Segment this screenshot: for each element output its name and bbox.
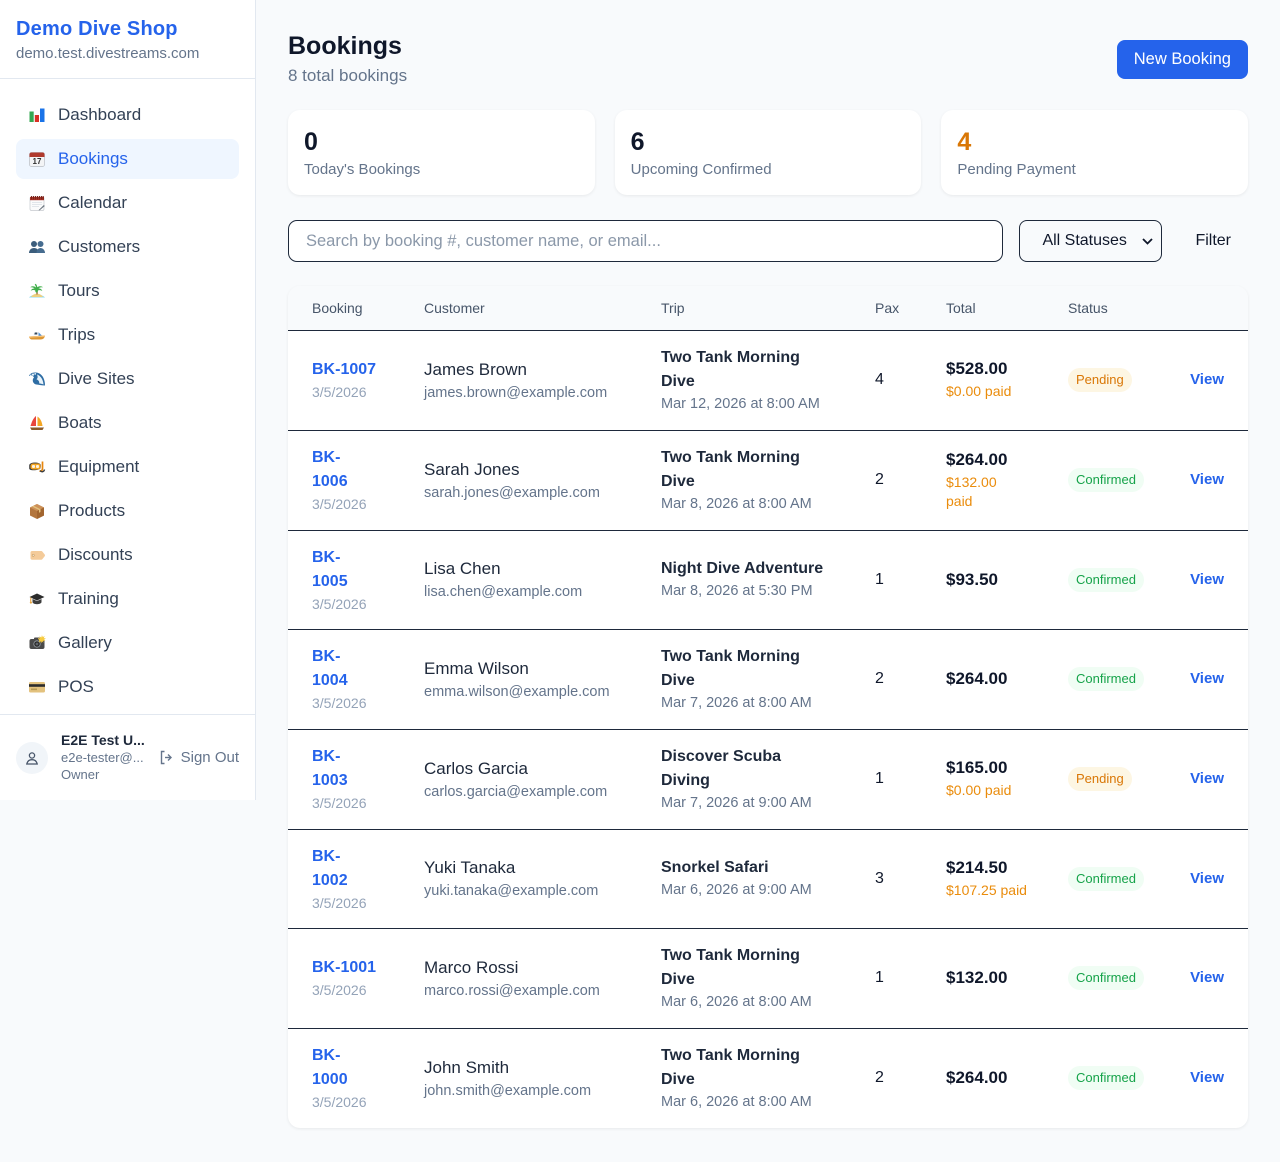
svg-text:17: 17 xyxy=(33,157,42,166)
